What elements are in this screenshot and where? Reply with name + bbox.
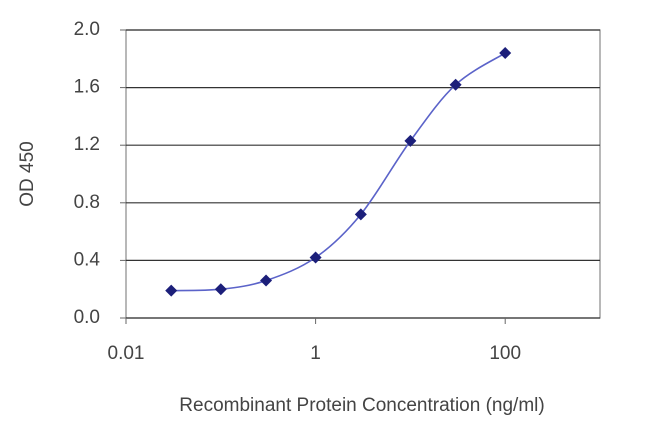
plot-area bbox=[125, 29, 601, 319]
data-point bbox=[165, 284, 178, 297]
y-tick-label: 1.6 bbox=[74, 77, 100, 98]
curve bbox=[171, 52, 506, 292]
x-tick-label: 100 bbox=[489, 343, 521, 364]
data-point bbox=[309, 251, 322, 264]
y-tick-label: 0.4 bbox=[74, 249, 101, 270]
data-point bbox=[404, 134, 417, 147]
x-tick-label: 0.01 bbox=[108, 343, 145, 364]
y-tick-label: 0.0 bbox=[74, 307, 100, 328]
y-tick-label: 0.8 bbox=[74, 192, 100, 213]
x-axis-label: Recombinant Protein Concentration (ng/ml… bbox=[179, 395, 544, 416]
x-tick-label: 1 bbox=[310, 343, 321, 364]
data-point bbox=[260, 274, 273, 287]
data-point bbox=[354, 208, 367, 221]
y-tick-label: 1.2 bbox=[74, 134, 100, 155]
y-axis-label: OD 450 bbox=[17, 141, 38, 206]
data-point bbox=[499, 47, 512, 60]
data-point bbox=[214, 283, 227, 296]
y-tick-label: 2.0 bbox=[74, 19, 100, 40]
data-point bbox=[449, 78, 462, 91]
